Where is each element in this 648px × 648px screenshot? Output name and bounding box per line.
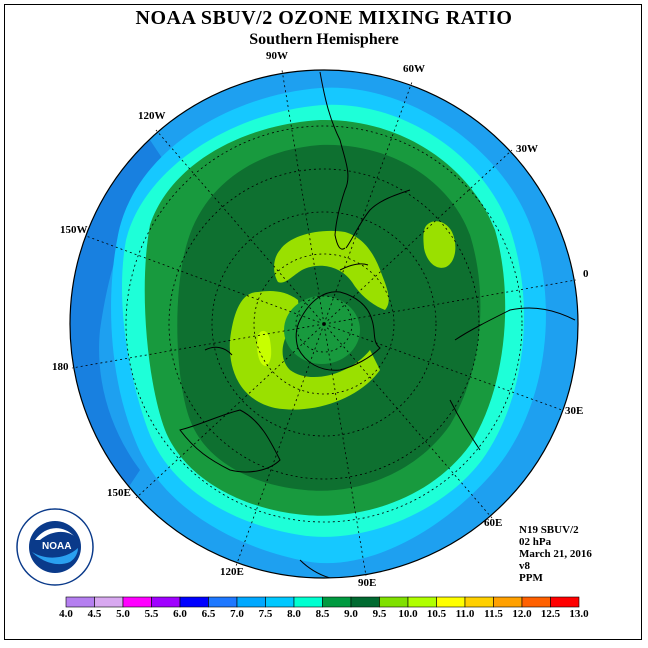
colorbar-label: 11.5 <box>484 608 503 620</box>
colorbar-label: 9.0 <box>344 608 358 620</box>
africa-coast <box>454 307 576 341</box>
colorbar-swatch <box>236 596 266 608</box>
colorbar-swatch <box>322 596 352 608</box>
map-title: NOAA SBUV/2 OZONE MIXING RATIO <box>135 7 513 29</box>
colorbar-swatch <box>94 596 124 608</box>
lon-label-180: 180 <box>52 361 69 373</box>
lon-label-30w: 30W <box>516 143 538 155</box>
colorbar-swatch <box>436 596 466 608</box>
latitude-rings <box>125 125 523 523</box>
colorbar-label: 8.5 <box>315 608 330 620</box>
info-units: PPM <box>519 572 543 584</box>
colorbar-label: 4.0 <box>59 608 73 620</box>
colorbar-label: 6.0 <box>173 608 187 620</box>
ozone-band-9-5-crescent <box>229 290 380 410</box>
colorbar-label: 9.5 <box>372 608 387 620</box>
longitude-spokes <box>71 69 577 577</box>
lon-label-30e: 30E <box>565 405 584 417</box>
map-subtitle: Southern Hemisphere <box>249 31 399 48</box>
colorbar-swatch <box>550 596 580 608</box>
colorbar-swatch <box>379 596 409 608</box>
colorbar-swatch <box>493 596 523 608</box>
colorbar-swatch <box>208 596 238 608</box>
colorbar-label: 8.0 <box>287 608 301 620</box>
nz-coast <box>204 346 233 356</box>
lon-label-120e: 120E <box>220 566 244 578</box>
colorbar-label: 5.5 <box>144 608 159 620</box>
info-instrument: N19 SBUV/2 <box>519 524 579 536</box>
colorbar-label: 4.5 <box>87 608 102 620</box>
colorbar-swatch <box>265 596 295 608</box>
colorbar-swatch <box>65 596 95 608</box>
colorbar-swatch <box>122 596 152 608</box>
lon-label-60w: 60W <box>403 63 425 75</box>
colorbar-swatch <box>521 596 551 608</box>
colorbar-label: 11.0 <box>455 608 475 620</box>
colorbar-swatch <box>407 596 437 608</box>
colorbar-label: 10.5 <box>426 608 447 620</box>
ozone-band-9-5-patch <box>423 221 456 268</box>
antarctic-peninsula <box>339 263 369 271</box>
colorbar-label: 12.5 <box>540 608 561 620</box>
colorbar-swatch <box>293 596 323 608</box>
colorbar-label: 7.0 <box>230 608 244 620</box>
info-level: 02 hPa <box>519 536 552 548</box>
colorbar <box>65 596 580 608</box>
info-date: March 21, 2016 <box>519 548 592 560</box>
colorbar-label: 7.5 <box>258 608 273 620</box>
lon-label-90e: 90E <box>358 577 377 589</box>
noaa-logo-text: NOAA <box>42 541 72 552</box>
colorbar-swatch <box>179 596 209 608</box>
lon-label-90w: 90W <box>266 50 288 62</box>
ozone-band-6-5 <box>70 140 170 500</box>
lon-label-60e: 60E <box>484 517 503 529</box>
noaa-logo <box>16 508 94 586</box>
ozone-band-9-5-arc <box>274 230 389 310</box>
lon-label-150e: 150E <box>107 487 131 499</box>
colorbar-swatch <box>350 596 380 608</box>
map-border <box>69 69 579 579</box>
colorbar-swatch <box>151 596 181 608</box>
page-frame <box>4 4 642 640</box>
colorbar-label: 5.0 <box>116 608 130 620</box>
lon-label-0: 0 <box>583 268 589 280</box>
south-america-coast <box>319 71 349 250</box>
colorbar-swatch <box>464 596 494 608</box>
south-america-tip <box>345 189 411 249</box>
ozone-band-10-0 <box>257 330 272 366</box>
lon-label-120w: 120W <box>138 110 166 122</box>
madagascar-coast <box>449 399 481 451</box>
colorbar-label: 13.0 <box>569 608 589 620</box>
colorbar-label: 10.0 <box>398 608 418 620</box>
asia-coast <box>299 559 331 578</box>
lon-label-150w: 150W <box>60 224 88 236</box>
australia-coast <box>179 409 281 473</box>
ozone-field <box>70 70 578 578</box>
colorbar-label: 12.0 <box>512 608 532 620</box>
colorbar-label: 6.5 <box>201 608 216 620</box>
info-version: v8 <box>519 560 530 572</box>
